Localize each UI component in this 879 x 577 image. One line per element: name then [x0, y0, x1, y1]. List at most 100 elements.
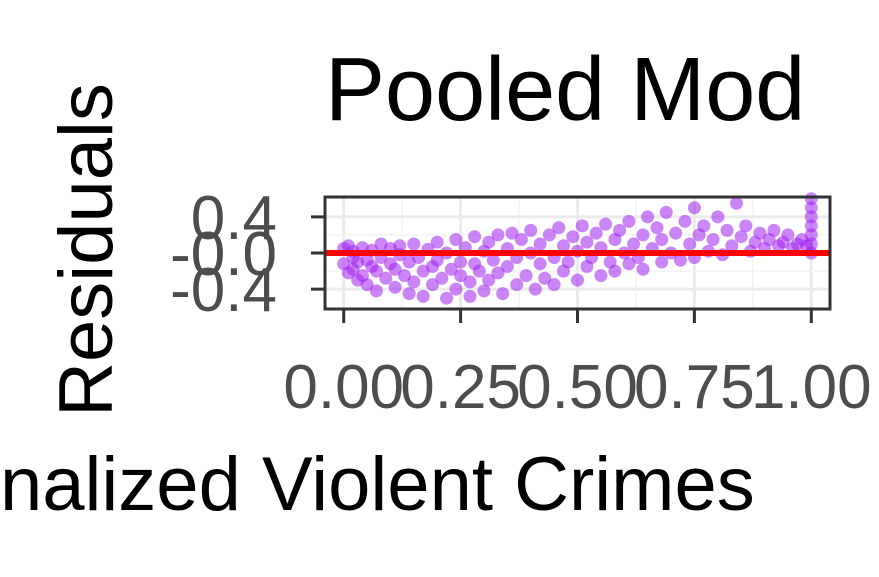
- data-point: [514, 233, 528, 246]
- data-point: [627, 237, 641, 251]
- data-point: [533, 257, 547, 271]
- x-axis: 0.000.250.500.751.00: [283, 309, 872, 422]
- data-point: [655, 255, 669, 269]
- data-point: [711, 210, 725, 224]
- data-point: [496, 287, 510, 301]
- data-point: [426, 278, 439, 292]
- data-point: [557, 239, 570, 253]
- data-point: [804, 237, 818, 251]
- data-point: [407, 275, 421, 289]
- data-point: [650, 221, 664, 235]
- data-point: [589, 226, 603, 240]
- data-point: [393, 239, 407, 253]
- x-axis-title: nalized Violent Crimes: [0, 442, 755, 527]
- data-point: [687, 201, 701, 215]
- data-point: [477, 284, 491, 298]
- data-point: [608, 264, 622, 278]
- x-tick-label: 0.75: [634, 353, 755, 422]
- data-point: [463, 289, 477, 303]
- data-point: [739, 219, 753, 233]
- data-point: [449, 233, 463, 246]
- data-point: [697, 219, 711, 233]
- data-point: [804, 201, 818, 215]
- data-point: [444, 262, 458, 276]
- data-point: [398, 269, 411, 283]
- data-point: [449, 282, 463, 296]
- data-point: [571, 273, 584, 287]
- data-point: [538, 271, 552, 285]
- data-point: [720, 223, 734, 237]
- data-point: [804, 228, 818, 242]
- data-point: [781, 228, 795, 242]
- data-point: [566, 230, 580, 244]
- data-point: [659, 205, 673, 219]
- y-tick-label: -0.4: [170, 256, 277, 325]
- data-point: [468, 230, 482, 244]
- data-point: [528, 282, 542, 296]
- x-tick-label: 0.25: [400, 353, 521, 422]
- data-point: [767, 223, 781, 237]
- data-point: [416, 289, 430, 303]
- data-point: [552, 221, 566, 235]
- data-point: [622, 214, 636, 228]
- data-point: [613, 223, 627, 237]
- data-point: [547, 278, 561, 292]
- y-axis: 0.40.0-0.4-0.0: [170, 184, 325, 325]
- data-point: [678, 214, 692, 228]
- data-point: [669, 226, 683, 240]
- data-point: [379, 271, 393, 285]
- data-point: [519, 269, 533, 283]
- data-point: [360, 278, 374, 292]
- data-point: [454, 255, 468, 269]
- data-point: [407, 237, 421, 251]
- data-point: [510, 278, 524, 292]
- data-point: [580, 235, 594, 249]
- data-point: [533, 237, 547, 251]
- x-tick-label: 0.50: [517, 353, 638, 422]
- data-point: [542, 228, 556, 242]
- data-point: [388, 280, 402, 294]
- data-point: [491, 228, 505, 242]
- data-point: [486, 253, 500, 267]
- y-tick-label-overlap: -0.0: [170, 220, 277, 289]
- x-tick-label: 0.00: [283, 353, 404, 422]
- data-point: [430, 235, 444, 249]
- data-point: [454, 269, 468, 283]
- data-point: [524, 223, 538, 237]
- data-point: [463, 275, 477, 289]
- data-point: [734, 230, 748, 244]
- data-point: [753, 226, 767, 240]
- x-tick-label: 1.00: [751, 353, 872, 422]
- data-point: [730, 196, 743, 210]
- data-point: [388, 262, 402, 276]
- data-point: [561, 255, 575, 269]
- chart-title: Pooled Mod: [325, 40, 805, 140]
- data-point: [505, 226, 519, 240]
- data-point: [482, 235, 496, 249]
- data-point: [500, 260, 514, 273]
- data-point: [482, 273, 496, 287]
- data-point: [575, 219, 589, 233]
- data-point: [706, 233, 720, 246]
- data-point: [655, 233, 669, 246]
- data-point: [599, 217, 613, 231]
- y-tick-label: 0.4: [191, 184, 277, 253]
- data-point: [402, 287, 416, 301]
- data-point: [804, 219, 818, 233]
- data-point: [472, 264, 486, 278]
- data-point: [430, 253, 444, 267]
- data-point: [622, 257, 636, 271]
- y-tick-label: 0.0: [191, 220, 277, 289]
- data-point: [435, 271, 449, 285]
- data-point: [641, 210, 655, 224]
- data-point: [636, 262, 650, 276]
- y-axis-title: Residuals: [44, 83, 129, 417]
- data-point: [369, 264, 383, 278]
- data-point: [673, 253, 687, 267]
- data-point: [683, 237, 697, 251]
- data-point: [369, 284, 383, 298]
- data-point: [594, 269, 608, 283]
- data-point: [804, 210, 818, 224]
- data-point: [725, 239, 739, 253]
